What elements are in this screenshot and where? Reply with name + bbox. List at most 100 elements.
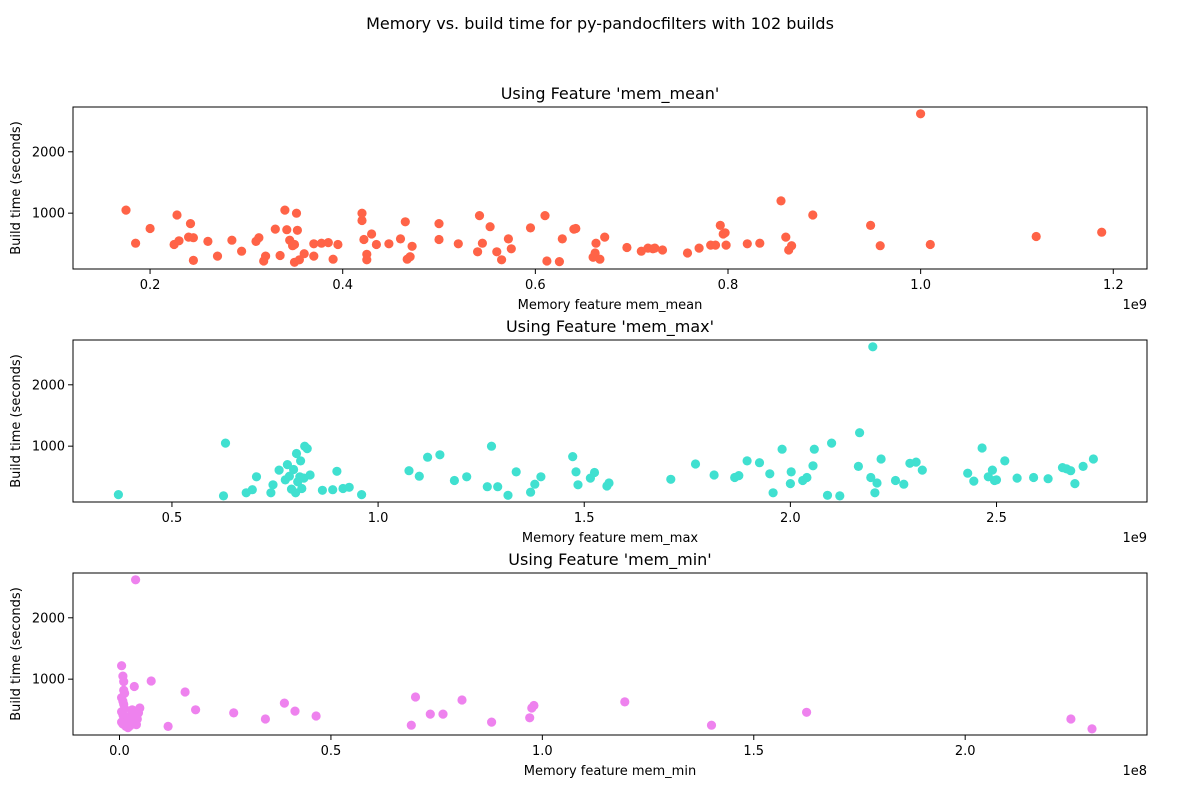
scatter-point	[438, 709, 448, 719]
x-axis-scale-label: 1e9	[1122, 298, 1147, 313]
scatter-point	[296, 456, 306, 466]
scatter-point	[145, 223, 155, 234]
y-tick-label: 2000	[32, 145, 65, 160]
y-axis-label: Build time (seconds)	[9, 121, 24, 255]
scatter-point	[174, 236, 184, 246]
scatter-point	[787, 241, 797, 251]
scatter-point	[530, 479, 540, 489]
scatter-point	[291, 208, 302, 218]
scatter-point	[423, 452, 433, 462]
scatter-point	[291, 448, 302, 459]
scatter-point	[776, 196, 786, 206]
scatter-point	[410, 692, 421, 702]
scatter-point	[622, 242, 632, 253]
scatter-point	[855, 428, 865, 438]
scatter-point	[292, 225, 302, 235]
scatter-point	[188, 255, 198, 265]
scatter-point	[163, 721, 173, 732]
scatter-point	[755, 238, 765, 248]
scatter-point	[323, 238, 333, 248]
scatter-point	[251, 472, 262, 482]
scatter-point	[367, 229, 377, 239]
x-tick-label: 0.5	[321, 744, 342, 759]
scatter-point	[227, 235, 237, 245]
scatter-point	[282, 460, 292, 470]
scatter-point	[511, 467, 521, 477]
scatter-point	[113, 490, 123, 500]
scatter-point	[282, 225, 292, 235]
scatter-point	[477, 238, 487, 248]
scatter-point	[1066, 466, 1076, 476]
scatter-point	[890, 475, 901, 486]
scatter-point	[434, 219, 444, 229]
scatter-point	[827, 438, 837, 448]
x-tick-label: 0.4	[332, 278, 353, 293]
scatter-point	[311, 711, 321, 721]
scatter-point	[777, 444, 787, 454]
scatter-point	[822, 490, 833, 500]
scatter-point	[808, 210, 818, 220]
scatter-point	[131, 575, 141, 585]
scatter-point	[715, 220, 725, 230]
scatter-point	[266, 488, 276, 498]
y-tick-label: 2000	[32, 611, 65, 626]
scatter-point	[384, 239, 394, 249]
x-tick-label: 0.6	[525, 278, 546, 293]
scatter-point	[1078, 461, 1088, 471]
scatter-point	[925, 239, 935, 250]
scatter-point	[991, 475, 1002, 485]
x-tick-label: 1.0	[532, 744, 553, 759]
scatter-point	[275, 250, 285, 261]
subplots: Using Feature 'mem_mean' 0.2 0.4 0.6 0.8 1.0 1…	[9, 84, 1148, 779]
scatter-point	[709, 470, 719, 480]
x-axis-label: Memory feature mem_mean	[518, 298, 703, 313]
scatter-point	[595, 254, 605, 264]
y-tick-label: 1000	[32, 207, 65, 222]
scatter-point	[809, 444, 819, 454]
scatter-point	[694, 243, 704, 253]
scatter-point	[290, 706, 300, 716]
x-tick-label: 1.5	[743, 744, 764, 759]
scatter-point	[404, 466, 414, 476]
scatter-point	[591, 238, 601, 248]
scatter-point	[911, 457, 921, 467]
scatter-point	[706, 720, 717, 730]
scatter-point	[405, 252, 415, 262]
scatter-point	[876, 454, 886, 464]
scatter-points	[117, 575, 1097, 734]
scatter-point	[503, 490, 513, 500]
scatter-point	[866, 220, 876, 230]
scatter-point	[808, 461, 818, 471]
scatter-point	[135, 703, 145, 713]
x-tick-label: 0.2	[140, 278, 161, 293]
scatter-point	[247, 485, 257, 495]
scatter-point	[229, 708, 239, 718]
plot-frame	[72, 572, 1148, 736]
scatter-point	[453, 239, 463, 249]
scatter-point	[316, 238, 327, 248]
subplot-1: Using Feature 'mem_mean' 0.2 0.4 0.6 0.8 1.0 1…	[9, 84, 1148, 313]
scatter-point	[485, 222, 495, 232]
scatter-point	[866, 472, 876, 483]
scatter-point	[406, 720, 416, 730]
scatter-point	[875, 241, 885, 251]
scatter-point	[526, 487, 536, 497]
y-tick-label: 1000	[32, 673, 65, 688]
scatter-points	[113, 342, 1098, 501]
scatter-point	[1066, 714, 1076, 724]
scatter-point	[333, 239, 343, 250]
subplot-title: Using Feature 'mem_max'	[506, 317, 714, 337]
scatter-point	[554, 257, 565, 267]
x-tick-label: 1.0	[368, 511, 389, 526]
scatter-point	[146, 676, 156, 686]
scatter-point	[493, 482, 503, 492]
scatter-point	[299, 249, 309, 259]
scatter-point	[899, 479, 909, 489]
scatter-point	[1012, 473, 1022, 483]
y-tick-label: 1000	[32, 440, 65, 455]
scatter-point	[650, 243, 660, 253]
scatter-point	[328, 254, 338, 264]
x-axis-label: Memory feature mem_max	[522, 531, 699, 546]
scatter-point	[185, 219, 196, 229]
scatter-point	[359, 234, 369, 245]
